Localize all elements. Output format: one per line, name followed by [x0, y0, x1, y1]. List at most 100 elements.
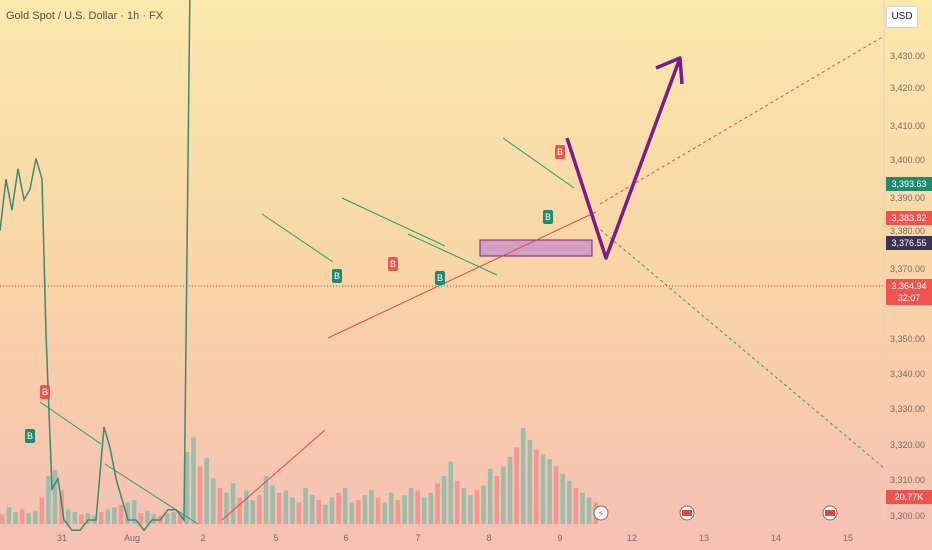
volume-bar — [369, 490, 374, 524]
volume-bar — [428, 492, 434, 524]
time-tick-label: 31 — [57, 533, 67, 543]
volume-bar — [250, 500, 256, 524]
price-label: 3,383.82 — [891, 213, 926, 223]
demand-zone[interactable] — [479, 239, 593, 257]
volume-bars — [0, 428, 598, 524]
signal-badge-label: B — [334, 271, 340, 281]
volume-bar — [375, 497, 381, 524]
trendline-2[interactable] — [341, 197, 446, 247]
volume-bar — [230, 483, 236, 524]
volume-bar — [560, 473, 565, 524]
time-tick-label: 13 — [699, 533, 709, 543]
time-axis[interactable]: 31 Aug 2 5 6 7 8 9 12 13 14 15 — [57, 533, 853, 543]
volume-label: 20.77K — [895, 492, 924, 502]
volume-bar — [501, 466, 506, 524]
support-trendline-lower[interactable] — [221, 429, 326, 521]
signal-badge[interactable] — [388, 257, 398, 271]
signal-badge[interactable] — [25, 429, 35, 443]
volume-bar — [98, 512, 104, 524]
volume-bar — [164, 513, 170, 524]
price-label: 32:07 — [898, 293, 921, 303]
volume-bar — [349, 502, 355, 524]
volume-bar — [211, 478, 216, 524]
price-tick-label: 3,300.00 — [890, 511, 925, 521]
projection-down-dashed — [595, 225, 885, 469]
volume-bar — [514, 447, 519, 524]
price-tick-label: 3,310.00 — [890, 475, 925, 485]
time-tick-label: 15 — [843, 533, 853, 543]
volume-bar — [415, 490, 420, 524]
time-tick-label: Aug — [124, 533, 140, 543]
signal-badges[interactable]: B B B B B B B — [25, 145, 565, 443]
volume-bar — [33, 510, 38, 524]
volume-bar — [395, 500, 401, 524]
signal-badge[interactable] — [435, 271, 445, 285]
volume-label-bg — [886, 490, 932, 504]
flag-icon-inner — [825, 510, 835, 516]
volume-bar — [336, 492, 341, 524]
volume-bar — [178, 514, 183, 524]
price-label-bg — [886, 291, 932, 305]
volume-bar — [487, 468, 493, 524]
price-series — [0, 0, 191, 532]
trendline-4[interactable] — [502, 137, 575, 189]
price-tick-label: 3,370.00 — [890, 264, 925, 274]
lightning-icon[interactable] — [593, 505, 609, 521]
support-trendline[interactable] — [327, 211, 597, 339]
signal-badge[interactable] — [543, 210, 553, 224]
volume-bar — [468, 495, 473, 524]
volume-bar — [408, 488, 414, 524]
time-tick-label: 5 — [273, 533, 278, 543]
volume-bar — [553, 466, 559, 524]
time-tick-label: 9 — [557, 533, 562, 543]
price-tick-label: 3,350.00 — [890, 334, 925, 344]
volume-bar — [191, 437, 196, 524]
price-label: 3,376.55 — [891, 238, 926, 248]
volume-bar — [389, 492, 394, 524]
trendline-6[interactable] — [104, 463, 199, 525]
trendline-3[interactable] — [407, 233, 498, 276]
volume-bar — [52, 470, 58, 524]
signal-badge[interactable] — [332, 269, 342, 283]
volume-bar — [112, 507, 117, 524]
trendline-5[interactable] — [39, 401, 102, 445]
time-tick-label: 2 — [200, 533, 205, 543]
volume-bar — [382, 502, 387, 524]
volume-bar — [290, 497, 295, 524]
volume-bar — [573, 488, 579, 524]
volume-bar — [276, 492, 282, 524]
volume-bar — [131, 500, 137, 524]
volume-bar — [481, 485, 486, 524]
forecast-arrow[interactable] — [565, 57, 682, 260]
volume-bar — [244, 490, 249, 524]
price-axis[interactable]: 3,430.00 3,420.00 3,410.00 3,400.00 3,390.00… — [890, 51, 925, 521]
volume-bar — [527, 440, 533, 524]
volume-bar — [441, 476, 447, 524]
time-tick-label: 6 — [343, 533, 348, 543]
price-label-bg — [886, 236, 932, 250]
currency-button[interactable]: USD — [886, 6, 918, 28]
price-tick-label: 3,400.00 — [890, 155, 925, 165]
volume-bar — [329, 497, 335, 524]
trendline-1[interactable] — [261, 213, 334, 263]
volume-bar — [402, 495, 407, 524]
price-tick-label: 3,380.00 — [890, 226, 925, 236]
projection-up-dashed — [599, 35, 885, 205]
volume-bar — [567, 480, 572, 524]
volume-bar — [454, 480, 460, 524]
signal-badge-label: B — [557, 147, 563, 157]
lightning-glyph: ⚡ — [597, 509, 604, 520]
price-label-bg — [886, 279, 932, 293]
volume-bar — [263, 476, 269, 524]
volume-bar — [540, 454, 546, 524]
volume-bar — [461, 488, 467, 524]
volume-bar — [39, 497, 45, 524]
volume-bar — [296, 502, 302, 524]
volume-bar — [507, 456, 513, 524]
time-tick-label: 8 — [486, 533, 491, 543]
signal-badge[interactable] — [40, 385, 50, 399]
volume-bar — [356, 500, 361, 524]
signal-badge[interactable] — [555, 145, 565, 159]
